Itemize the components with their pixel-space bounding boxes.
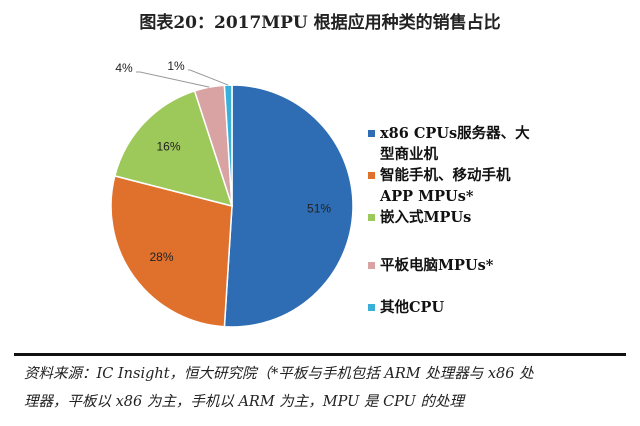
legend-swatch bbox=[368, 172, 375, 179]
footnote-line-1: 资料来源：IC Insight，恒大研究院（*平板与手机包括 ARM 处理器与 … bbox=[24, 366, 534, 382]
data-label: 4% bbox=[115, 61, 133, 75]
legend-swatch bbox=[368, 262, 375, 269]
legend-item-other: 其他CPU bbox=[368, 297, 550, 318]
pie-slice bbox=[223, 84, 354, 328]
footnote-line-2: 理器，平板以 x86 为主，手机以 ARM 为主，MPU 是 CPU 的处理 bbox=[24, 394, 465, 410]
divider bbox=[14, 353, 626, 356]
leader-line bbox=[136, 71, 210, 88]
legend-label: APP MPUs* bbox=[380, 188, 474, 205]
legend-swatch bbox=[368, 130, 375, 137]
data-label: 28% bbox=[150, 250, 174, 264]
data-label: 51% bbox=[307, 202, 331, 216]
legend-item-embedded: 嵌入式MPUs bbox=[368, 207, 550, 228]
legend-swatch bbox=[368, 304, 375, 311]
data-label: 1% bbox=[167, 59, 185, 73]
pie-slice bbox=[110, 174, 233, 328]
chart-title: 图表20：2017MPU 根据应用种类的销售占比 bbox=[139, 13, 501, 33]
legend-label: 嵌入式MPUs bbox=[380, 209, 472, 226]
legend-label: 智能手机、移动手机 bbox=[380, 167, 511, 184]
pie-chart: 51% 28% 16% 4% 1% bbox=[110, 59, 354, 328]
legend-label: 平板电脑MPUs* bbox=[380, 257, 494, 274]
legend-item-x86: x86 CPUs服务器、大 型商业机 bbox=[368, 123, 550, 165]
leader-line bbox=[188, 69, 229, 86]
data-label: 16% bbox=[156, 139, 180, 153]
legend-label: 型商业机 bbox=[380, 146, 438, 163]
legend-swatch bbox=[368, 214, 375, 221]
legend-item-smartphone: 智能手机、移动手机 APP MPUs* bbox=[368, 165, 550, 207]
pie-slice bbox=[113, 89, 234, 208]
legend-label: x86 CPUs服务器、大 bbox=[380, 125, 530, 142]
legend-label: 其他CPU bbox=[380, 299, 445, 316]
legend-item-tablet: 平板电脑MPUs* bbox=[368, 255, 550, 276]
